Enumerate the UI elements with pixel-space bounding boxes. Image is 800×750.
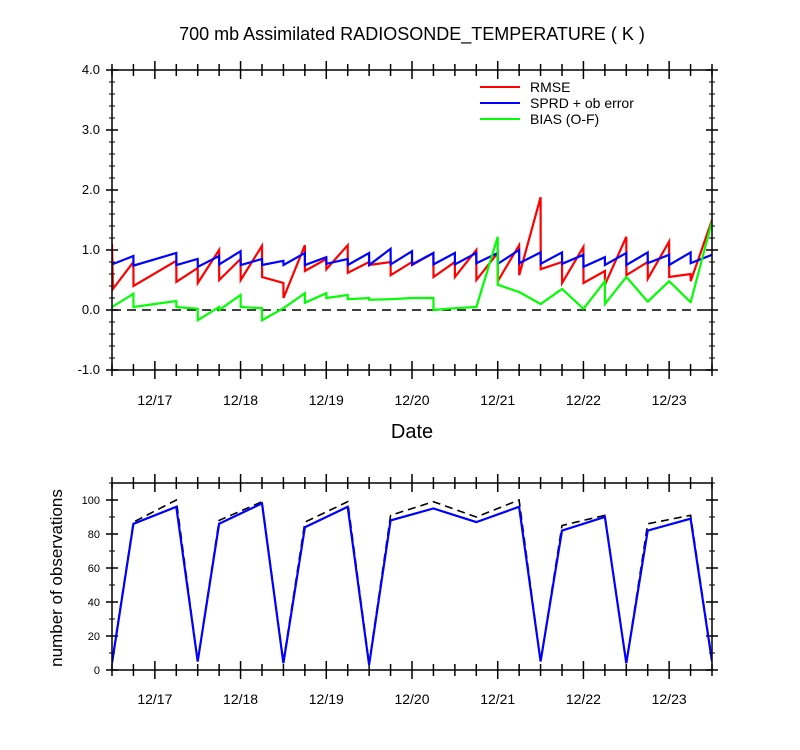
x-tick-label: 12/20 (394, 691, 429, 707)
top-panel-series (112, 196, 712, 323)
x-tick-label: 12/17 (137, 392, 172, 408)
legend-label: BIAS (O-F) (530, 111, 599, 127)
legend-label: RMSE (530, 79, 570, 95)
x-tick-label: 12/23 (652, 691, 687, 707)
y-tick-label: 0.0 (82, 302, 100, 317)
top-panel-tick-labels: -1.0 0.0 1.0 2.0 3.0 4.0 12/17 12/18 12/19 12/20 1… (78, 62, 687, 408)
series-line-sprd-ob-error (112, 246, 712, 269)
top-panel-frame (111, 69, 713, 371)
bottom-panel: 0 20 40 60 80 100 12/17 12/18 12/19 12/20 12/21 12/… (82, 474, 718, 707)
legend-label: SPRD + ob error (530, 95, 634, 111)
y-tick-label: 4.0 (82, 62, 100, 77)
bottom-panel-frame (111, 482, 713, 671)
x-tick-label: 12/20 (394, 392, 429, 408)
x-tick-label: 12/19 (309, 691, 344, 707)
x-tick-label: 12/22 (566, 691, 601, 707)
y-tick-label: 40 (88, 597, 100, 609)
top-panel: -1.0 0.0 1.0 2.0 3.0 4.0 12/17 12/18 12/19 12/20 1… (78, 61, 718, 408)
y-tick-label: 2.0 (82, 182, 100, 197)
y-tick-label: 0 (94, 665, 100, 677)
y-tick-label: 100 (82, 495, 100, 507)
bottom-panel-tick-labels: 0 20 40 60 80 100 12/17 12/18 12/19 12/20 12/21 12/… (82, 495, 687, 707)
x-tick-label: 12/22 (566, 392, 601, 408)
x-tick-label: 12/21 (480, 392, 515, 408)
y-tick-label: 1.0 (82, 242, 100, 257)
y-tick-label: 3.0 (82, 122, 100, 137)
bottom-panel-series (112, 498, 712, 666)
y-tick-label: 80 (88, 529, 100, 541)
bottom-panel-ticks (106, 474, 718, 679)
x-tick-label: 12/18 (223, 691, 258, 707)
x-axis-label: Date (391, 421, 433, 443)
y-tick-label: -1.0 (78, 362, 100, 377)
x-tick-label: 12/21 (480, 691, 515, 707)
y-axis-label-observations: number of observations (47, 489, 66, 667)
y-tick-label: 60 (88, 563, 100, 575)
x-tick-label: 12/19 (309, 392, 344, 408)
y-tick-label: 20 (88, 631, 100, 643)
x-tick-label: 12/18 (223, 392, 258, 408)
series-line-used (112, 501, 712, 666)
x-tick-label: 12/17 (137, 691, 172, 707)
chart-title: 700 mb Assimilated RADIOSONDE_TEMPERATUR… (179, 24, 645, 45)
series-line-bias-o-f- (112, 220, 712, 323)
x-tick-label: 12/23 (652, 392, 687, 408)
